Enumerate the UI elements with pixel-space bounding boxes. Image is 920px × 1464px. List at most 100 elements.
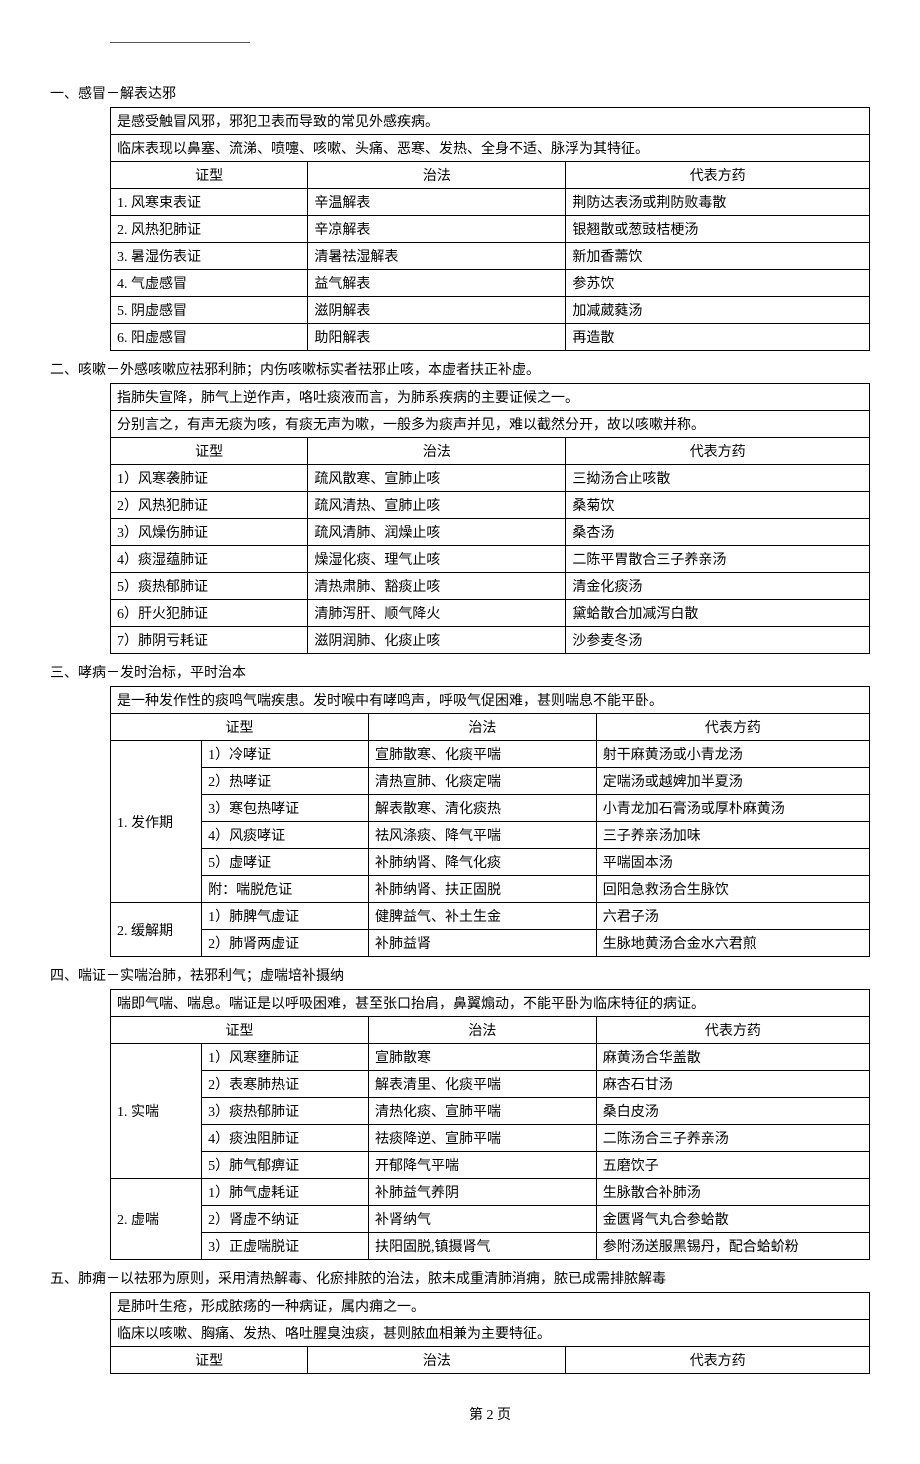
- table-row: 1）风寒袭肺证疏风散寒、宣肺止咳三拗汤合止咳散: [111, 465, 870, 492]
- s1-h2: 治法: [308, 162, 566, 189]
- s4-h3: 代表方药: [596, 1017, 869, 1044]
- cell: 平喘固本汤: [596, 849, 869, 876]
- table-row: 5）肺气郁痹证开郁降气平喘五磨饮子: [111, 1152, 870, 1179]
- table-row: 2）热哮证清热宣肺、化痰定喘定喘汤或越婢加半夏汤: [111, 768, 870, 795]
- table-row: 2）风热犯肺证疏风清热、宣肺止咳桑菊饮: [111, 492, 870, 519]
- cell: 参附汤送服黑锡丹，配合蛤蚧粉: [596, 1233, 869, 1260]
- table-row: 4）风痰哮证祛风涤痰、降气平喘三子养亲汤加味: [111, 822, 870, 849]
- cell: 二陈汤合三子养亲汤: [596, 1125, 869, 1152]
- table-row: 1. 实喘1）风寒壅肺证宣肺散寒麻黄汤合华盖散: [111, 1044, 870, 1071]
- cell: 五磨饮子: [596, 1152, 869, 1179]
- cell: 解表清里、化痰平喘: [369, 1071, 597, 1098]
- table-3: 是一种发作性的痰鸣气喘疾患。发时喉中有哮鸣声，呼吸气促困难，甚则喘息不能平卧。 …: [110, 686, 870, 957]
- cell: 4. 气虚感冒: [111, 270, 308, 297]
- table-row: 4）痰湿蕴肺证燥湿化痰、理气止咳二陈平胃散合三子养亲汤: [111, 546, 870, 573]
- s4-intro1: 喘即气喘、喘息。喘证是以呼吸困难，甚至张口抬肩，鼻翼煽动，不能平卧为临床特征的病…: [111, 990, 870, 1017]
- cell: 6）肝火犯肺证: [111, 600, 308, 627]
- cell: 麻黄汤合华盖散: [596, 1044, 869, 1071]
- table-4: 喘即气喘、喘息。喘证是以呼吸困难，甚至张口抬肩，鼻翼煽动，不能平卧为临床特征的病…: [110, 989, 870, 1260]
- cell: 生脉散合补肺汤: [596, 1179, 869, 1206]
- cell: 银翘散或葱豉桔梗汤: [566, 216, 870, 243]
- cell: 滋阴解表: [308, 297, 566, 324]
- cell: 5）虚哮证: [202, 849, 369, 876]
- table-row: 3）风燥伤肺证疏风清肺、润燥止咳桑杏汤: [111, 519, 870, 546]
- table-row: 3）痰热郁肺证清热化痰、宣肺平喘桑白皮汤: [111, 1098, 870, 1125]
- table-row: 7）肺阴亏耗证滋阴润肺、化痰止咳沙参麦冬汤: [111, 627, 870, 654]
- cell: 桑白皮汤: [596, 1098, 869, 1125]
- cell: 桑杏汤: [566, 519, 870, 546]
- cell: 4）痰浊阻肺证: [202, 1125, 369, 1152]
- section-2-title: 二、咳嗽－外感咳嗽应祛邪利肺；内伤咳嗽标实者祛邪止咳，本虚者扶正补虚。: [50, 359, 870, 379]
- cell: 2）风热犯肺证: [111, 492, 308, 519]
- table-row: 5）虚哮证补肺纳肾、降气化痰平喘固本汤: [111, 849, 870, 876]
- table-row: 6）肝火犯肺证清肺泻肝、顺气降火黛蛤散合加减泻白散: [111, 600, 870, 627]
- table-row: 3）寒包热哮证解表散寒、清化痰热小青龙加石膏汤或厚朴麻黄汤: [111, 795, 870, 822]
- s4-h1: 证型: [111, 1017, 369, 1044]
- s3-intro1: 是一种发作性的痰鸣气喘疾患。发时喉中有哮鸣声，呼吸气促困难，甚则喘息不能平卧。: [111, 687, 870, 714]
- cell: 扶阳固脱,镇摄肾气: [369, 1233, 597, 1260]
- s2-h2: 治法: [308, 438, 566, 465]
- table-row: 4. 气虚感冒益气解表参苏饮: [111, 270, 870, 297]
- cell: 2. 风热犯肺证: [111, 216, 308, 243]
- cell: 清热宣肺、化痰定喘: [369, 768, 597, 795]
- cell: 清肺泻肝、顺气降火: [308, 600, 566, 627]
- s3-h2: 治法: [369, 714, 597, 741]
- cell: 射干麻黄汤或小青龙汤: [596, 741, 869, 768]
- cell: 2）表寒肺热证: [202, 1071, 369, 1098]
- cell: 三拗汤合止咳散: [566, 465, 870, 492]
- table-row: 2. 虚喘1）肺气虚耗证补肺益气养阴生脉散合补肺汤: [111, 1179, 870, 1206]
- s5-h3: 代表方药: [566, 1347, 870, 1374]
- table-row: 附：喘脱危证补肺纳肾、扶正固脱回阳急救汤合生脉饮: [111, 876, 870, 903]
- cell: 清热肃肺、豁痰止咳: [308, 573, 566, 600]
- table-row: 4）痰浊阻肺证祛痰降逆、宣肺平喘二陈汤合三子养亲汤: [111, 1125, 870, 1152]
- s5-h2: 治法: [308, 1347, 566, 1374]
- cell: 参苏饮: [566, 270, 870, 297]
- table-row: 2. 缓解期1）肺脾气虚证健脾益气、补土生金六君子汤: [111, 903, 870, 930]
- section-3-title: 三、哮病－发时治标，平时治本: [50, 662, 870, 682]
- table-row: 6. 阳虚感冒助阳解表再造散: [111, 324, 870, 351]
- cell: 补肺益肾: [369, 930, 597, 957]
- cell: 1）肺气虚耗证: [202, 1179, 369, 1206]
- s1-intro2: 临床表现以鼻塞、流涕、喷嚏、咳嗽、头痛、恶寒、发热、全身不适、脉浮为其特征。: [111, 135, 870, 162]
- cell: 补肺益气养阴: [369, 1179, 597, 1206]
- cell: 宣肺散寒、化痰平喘: [369, 741, 597, 768]
- s2-h3: 代表方药: [566, 438, 870, 465]
- page-footer: 第 2 页: [110, 1404, 870, 1424]
- cell: 疏风清热、宣肺止咳: [308, 492, 566, 519]
- s2-intro1: 指肺失宣降，肺气上逆作声，咯吐痰液而言，为肺系疾病的主要证候之一。: [111, 384, 870, 411]
- table-row: 3）正虚喘脱证扶阳固脱,镇摄肾气参附汤送服黑锡丹，配合蛤蚧粉: [111, 1233, 870, 1260]
- table-row: 1. 发作期1）冷哮证宣肺散寒、化痰平喘射干麻黄汤或小青龙汤: [111, 741, 870, 768]
- cell: 辛温解表: [308, 189, 566, 216]
- phase-cell: 2. 虚喘: [111, 1179, 202, 1260]
- cell: 疏风清肺、润燥止咳: [308, 519, 566, 546]
- cell: 三子养亲汤加味: [596, 822, 869, 849]
- cell: 补肾纳气: [369, 1206, 597, 1233]
- cell: 补肺纳肾、降气化痰: [369, 849, 597, 876]
- cell: 2）肾虚不纳证: [202, 1206, 369, 1233]
- table-row: 5）痰热郁肺证清热肃肺、豁痰止咳清金化痰汤: [111, 573, 870, 600]
- cell: 六君子汤: [596, 903, 869, 930]
- table-row: 5. 阴虚感冒滋阴解表加减葳蕤汤: [111, 297, 870, 324]
- cell: 生脉地黄汤合金水六君煎: [596, 930, 869, 957]
- cell: 6. 阳虚感冒: [111, 324, 308, 351]
- cell: 解表散寒、清化痰热: [369, 795, 597, 822]
- cell: 开郁降气平喘: [369, 1152, 597, 1179]
- section-5-title: 五、肺痈－以祛邪为原则，采用清热解毒、化瘀排脓的治法，脓未成重清肺消痈，脓已成需…: [50, 1268, 870, 1288]
- cell: 黛蛤散合加减泻白散: [566, 600, 870, 627]
- cell: 3）痰热郁肺证: [202, 1098, 369, 1125]
- cell: 清热化痰、宣肺平喘: [369, 1098, 597, 1125]
- cell: 宣肺散寒: [369, 1044, 597, 1071]
- table-row: 2. 风热犯肺证辛凉解表银翘散或葱豉桔梗汤: [111, 216, 870, 243]
- cell: 祛痰降逆、宣肺平喘: [369, 1125, 597, 1152]
- s3-h3: 代表方药: [596, 714, 869, 741]
- cell: 3）寒包热哮证: [202, 795, 369, 822]
- table-row: 2）肾虚不纳证补肾纳气金匮肾气丸合参蛤散: [111, 1206, 870, 1233]
- cell: 1）肺脾气虚证: [202, 903, 369, 930]
- cell: 荆防达表汤或荆防败毒散: [566, 189, 870, 216]
- cell: 麻杏石甘汤: [596, 1071, 869, 1098]
- section-4-title: 四、喘证－实喘治肺，祛邪利气；虚喘培补摄纳: [50, 965, 870, 985]
- cell: 定喘汤或越婢加半夏汤: [596, 768, 869, 795]
- cell: 沙参麦冬汤: [566, 627, 870, 654]
- cell: 桑菊饮: [566, 492, 870, 519]
- cell: 5. 阴虚感冒: [111, 297, 308, 324]
